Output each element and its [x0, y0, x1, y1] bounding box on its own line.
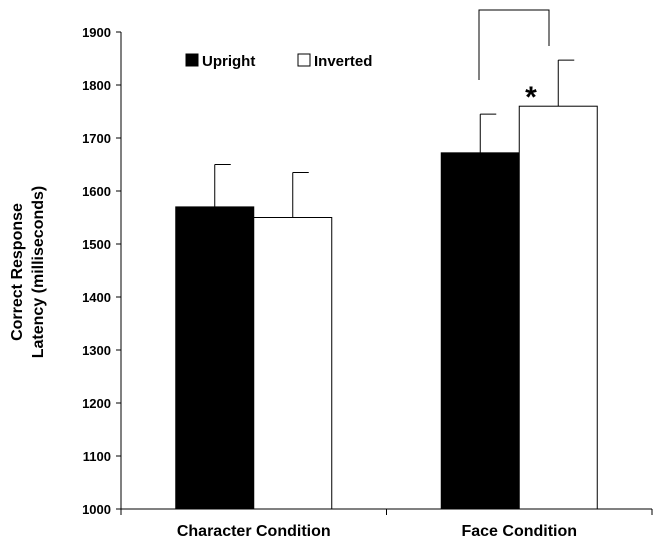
y-axis-title-line1: Correct Response: [9, 203, 26, 341]
y-tick-label: 1000: [82, 502, 111, 517]
significance-star: *: [525, 81, 537, 114]
y-tick-label: 1700: [82, 131, 111, 146]
legend-label-upright: Upright: [202, 53, 255, 70]
bar-upright: [175, 206, 255, 510]
bar-upright: [440, 152, 520, 510]
x-category-label: Face Condition: [461, 523, 577, 540]
y-tick-label: 1100: [83, 449, 111, 464]
y-tick-label: 1300: [82, 343, 111, 358]
bars: [175, 105, 598, 510]
legend: Upright Inverted: [185, 53, 372, 70]
bar-inverted: [253, 217, 333, 510]
x-category-label: Character Condition: [177, 523, 331, 540]
y-tick-label: 1800: [82, 78, 111, 93]
legend-swatch-upright: [185, 53, 199, 67]
y-axis-title-line2: Latency (milliseconds): [30, 186, 47, 359]
error-bars: [214, 59, 575, 218]
x-categories: Character Condition Face Condition: [120, 509, 653, 540]
y-tick-label: 1900: [82, 25, 111, 40]
y-tick-label: 1400: [82, 290, 111, 305]
bar-inverted: [518, 105, 598, 510]
y-tick-label: 1500: [82, 237, 111, 252]
y-ticks: 1000 1100 1200 1300 1400 1500 1600 1700 1800 1900: [82, 25, 121, 517]
y-tick-label: 1600: [82, 184, 111, 199]
significance-bracket: [478, 9, 550, 80]
y-tick-label: 1200: [82, 396, 111, 411]
legend-swatch-inverted: [297, 53, 311, 67]
legend-label-inverted: Inverted: [314, 53, 372, 70]
